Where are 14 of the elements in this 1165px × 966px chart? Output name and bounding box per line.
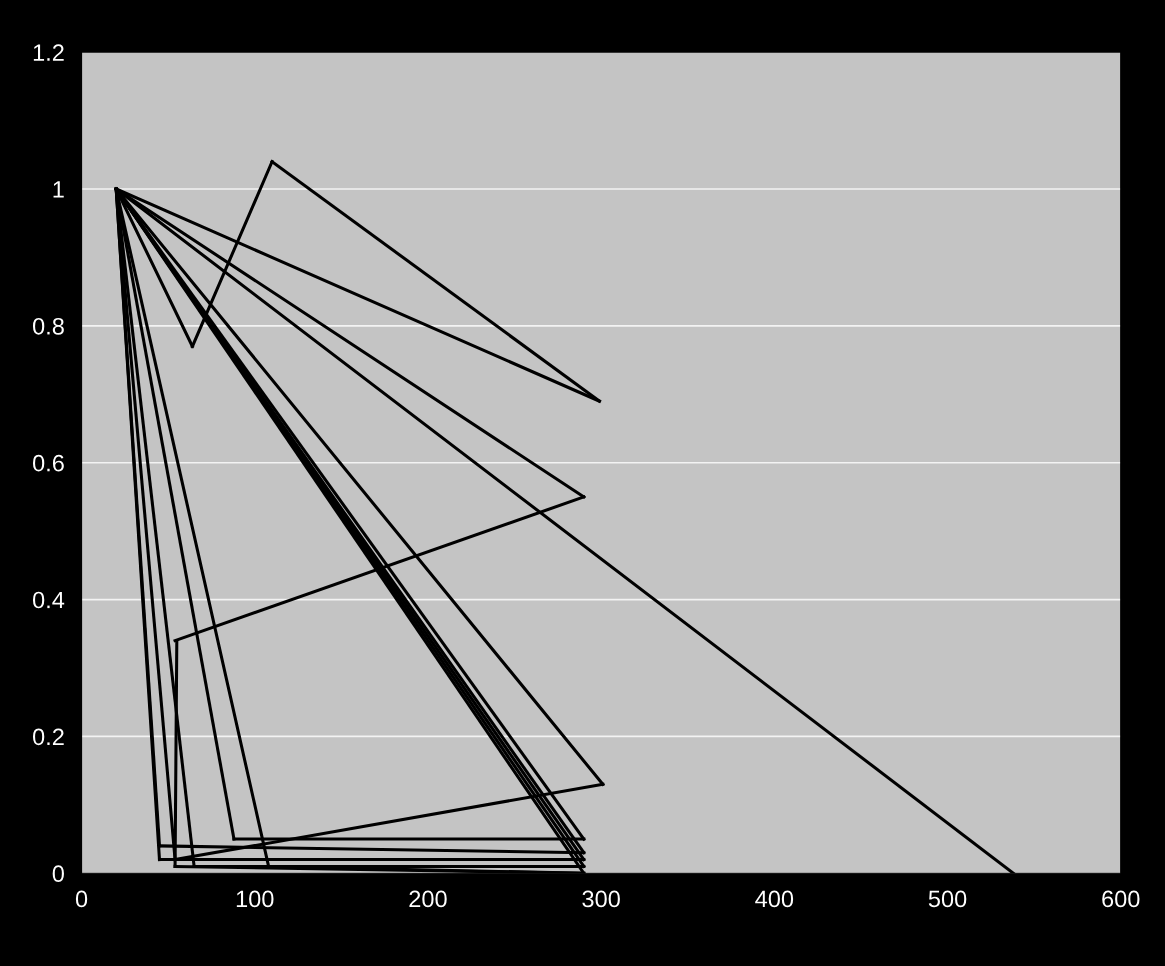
y-tick-label: 0.2 — [32, 728, 64, 746]
x-tick-label: 200 — [409, 890, 447, 908]
x-tick-label: 600 — [1102, 890, 1140, 908]
x-tick-label: 0 — [75, 890, 88, 908]
y-tick-label: 0 — [52, 865, 64, 883]
x-tick-label: 300 — [582, 890, 620, 908]
y-tick-label: 0.6 — [32, 454, 64, 472]
x-tick-label: 400 — [755, 890, 794, 908]
x-tick-label: 100 — [236, 890, 274, 908]
y-tick-label: 1 — [53, 181, 64, 198]
y-tick-label: 0.4 — [32, 591, 65, 609]
x-tick-label: 500 — [928, 890, 967, 908]
y-tick-label: 0.8 — [32, 317, 64, 335]
y-tick-label: 1.2 — [33, 44, 64, 61]
